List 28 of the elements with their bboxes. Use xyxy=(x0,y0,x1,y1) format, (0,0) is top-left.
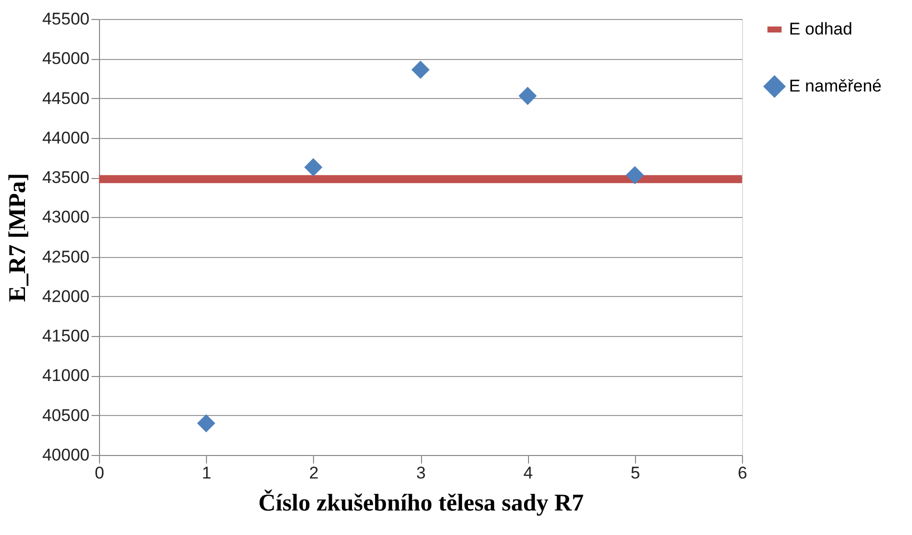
y-tick-label: 40000 xyxy=(42,446,90,464)
point xyxy=(626,166,644,184)
x-tick-label: 3 xyxy=(416,464,426,482)
y-tick-label: 45000 xyxy=(42,49,90,68)
point xyxy=(518,86,537,105)
y-tick-label: 44000 xyxy=(42,128,90,148)
x-tick-label: 6 xyxy=(738,464,748,482)
x-tick-label: 4 xyxy=(523,464,533,482)
x-axis-title: Číslo zkušebního tělesa sady R7 xyxy=(258,490,584,516)
legend-label: E naměřené xyxy=(789,76,882,96)
y-tick-label: 45500 xyxy=(42,10,90,28)
x-tick-label: 1 xyxy=(202,464,212,482)
x-tick-label: 0 xyxy=(94,464,104,482)
point xyxy=(197,414,216,432)
y-tick-label: 42500 xyxy=(42,247,90,266)
y-tick-label: 40500 xyxy=(42,406,90,425)
y-tick-label: 43500 xyxy=(42,168,90,188)
y-tick-label: 41500 xyxy=(42,326,90,346)
x-tick-label: 2 xyxy=(309,464,319,482)
point xyxy=(411,60,430,79)
y-tick-label: 44500 xyxy=(42,88,90,108)
legend-label: E odhad xyxy=(789,20,852,38)
y-tick-label: 43000 xyxy=(42,208,90,227)
y-tick-label: 42000 xyxy=(42,286,90,306)
y-tick-label: 41000 xyxy=(42,366,90,386)
x-tick-label: 5 xyxy=(630,464,640,482)
y-axis-title: E_R7 [MPa] xyxy=(5,173,32,302)
point xyxy=(304,158,322,176)
